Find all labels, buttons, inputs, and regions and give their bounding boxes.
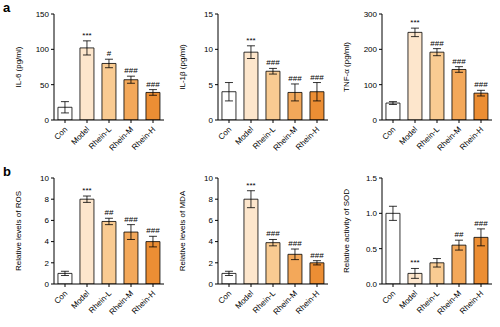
svg-text:Con: Con (380, 289, 397, 306)
svg-text:Rhein-H: Rhein-H (294, 125, 321, 152)
svg-text:2: 2 (209, 259, 214, 268)
svg-text:Model: Model (69, 124, 92, 147)
svg-text:8: 8 (209, 195, 214, 204)
svg-text:0: 0 (373, 116, 378, 125)
svg-text:300: 300 (364, 10, 378, 19)
svg-text:***: *** (410, 18, 419, 27)
svg-text:0.0: 0.0 (366, 280, 378, 289)
svg-text:###: ### (474, 219, 488, 228)
svg-text:2: 2 (45, 259, 50, 268)
svg-text:Model: Model (233, 124, 256, 147)
svg-text:Rhein-M: Rhein-M (107, 125, 135, 153)
svg-text:200: 200 (364, 45, 378, 54)
svg-text:Rhein-L: Rhein-L (87, 124, 114, 152)
svg-text:Rhein-L: Rhein-L (251, 288, 278, 316)
svg-text:8: 8 (45, 195, 50, 204)
svg-text:Con: Con (216, 125, 233, 142)
svg-text:***: *** (82, 31, 91, 40)
svg-text:150: 150 (36, 10, 50, 19)
svg-text:###: ### (124, 66, 138, 75)
svg-text:##: ## (455, 230, 464, 239)
svg-text:10: 10 (204, 45, 213, 54)
svg-text:Con: Con (380, 125, 397, 142)
svg-text:###: ### (146, 80, 160, 89)
svg-text:Model: Model (397, 288, 420, 311)
svg-text:4: 4 (209, 237, 214, 246)
svg-text:Rhein-H: Rhein-H (130, 125, 157, 152)
svg-text:Rhein-H: Rhein-H (294, 289, 321, 316)
svg-text:Rhein-L: Rhein-L (87, 288, 114, 316)
svg-text:Rhein-M: Rhein-M (271, 125, 299, 153)
svg-text:###: ### (288, 74, 302, 83)
svg-text:Model: Model (69, 288, 92, 311)
svg-text:100: 100 (36, 45, 50, 54)
svg-text:***: *** (246, 36, 255, 45)
svg-text:TNF-α (pg/ml): TNF-α (pg/ml) (342, 42, 351, 92)
svg-text:0: 0 (209, 280, 214, 289)
svg-text:6: 6 (45, 216, 50, 225)
svg-text:#: # (107, 49, 112, 58)
svg-text:0.5: 0.5 (366, 245, 378, 254)
svg-text:Con: Con (52, 289, 69, 306)
svg-text:##: ## (105, 208, 114, 217)
svg-text:1.5: 1.5 (366, 174, 378, 183)
svg-text:###: ### (146, 226, 160, 235)
svg-text:Model: Model (233, 288, 256, 311)
svg-text:Rhein-L: Rhein-L (251, 124, 278, 152)
svg-text:100: 100 (364, 81, 378, 90)
svg-text:Rhein-M: Rhein-M (435, 125, 463, 153)
svg-text:###: ### (124, 215, 138, 224)
svg-text:###: ### (452, 57, 466, 66)
svg-text:50: 50 (40, 81, 49, 90)
svg-text:Rhein-M: Rhein-M (435, 289, 463, 317)
svg-text:15: 15 (204, 10, 213, 19)
svg-text:Rhein-L: Rhein-L (415, 288, 442, 316)
svg-text:10: 10 (40, 174, 49, 183)
svg-text:10: 10 (204, 174, 213, 183)
svg-text:###: ### (266, 58, 280, 67)
svg-text:Relative levels of MDA: Relative levels of MDA (178, 190, 187, 271)
svg-text:0: 0 (45, 116, 50, 125)
svg-text:6: 6 (209, 216, 214, 225)
svg-text:1.0: 1.0 (366, 209, 378, 218)
svg-text:Model: Model (397, 124, 420, 147)
html-text:a: a (3, 0, 11, 15)
svg-text:###: ### (430, 39, 444, 48)
svg-text:IL-6 (pg/ml): IL-6 (pg/ml) (14, 46, 23, 87)
svg-text:0: 0 (209, 116, 214, 125)
svg-text:###: ### (310, 251, 324, 260)
svg-text:IL-1β (pg/ml): IL-1β (pg/ml) (178, 44, 187, 90)
svg-text:4: 4 (45, 237, 50, 246)
svg-text:0: 0 (45, 280, 50, 289)
svg-text:Rhein-M: Rhein-M (271, 289, 299, 317)
svg-text:Con: Con (216, 289, 233, 306)
svg-text:###: ### (266, 229, 280, 238)
svg-text:Rhein-H: Rhein-H (130, 289, 157, 316)
svg-text:Relative activity of SOD: Relative activity of SOD (342, 189, 351, 273)
svg-text:Rhein-M: Rhein-M (107, 289, 135, 317)
svg-text:###: ### (288, 239, 302, 248)
svg-text:Rhein-H: Rhein-H (458, 125, 485, 152)
svg-text:Rhein-L: Rhein-L (415, 124, 442, 152)
svg-text:Con: Con (52, 125, 69, 142)
svg-text:***: *** (246, 181, 255, 190)
svg-text:5: 5 (209, 81, 214, 90)
html-text:b: b (3, 164, 11, 179)
svg-text:***: *** (82, 186, 91, 195)
svg-text:###: ### (474, 80, 488, 89)
svg-text:Relative levels of ROS: Relative levels of ROS (14, 191, 23, 271)
svg-text:###: ### (310, 73, 324, 82)
svg-text:Rhein-H: Rhein-H (458, 289, 485, 316)
svg-text:***: *** (410, 258, 419, 267)
